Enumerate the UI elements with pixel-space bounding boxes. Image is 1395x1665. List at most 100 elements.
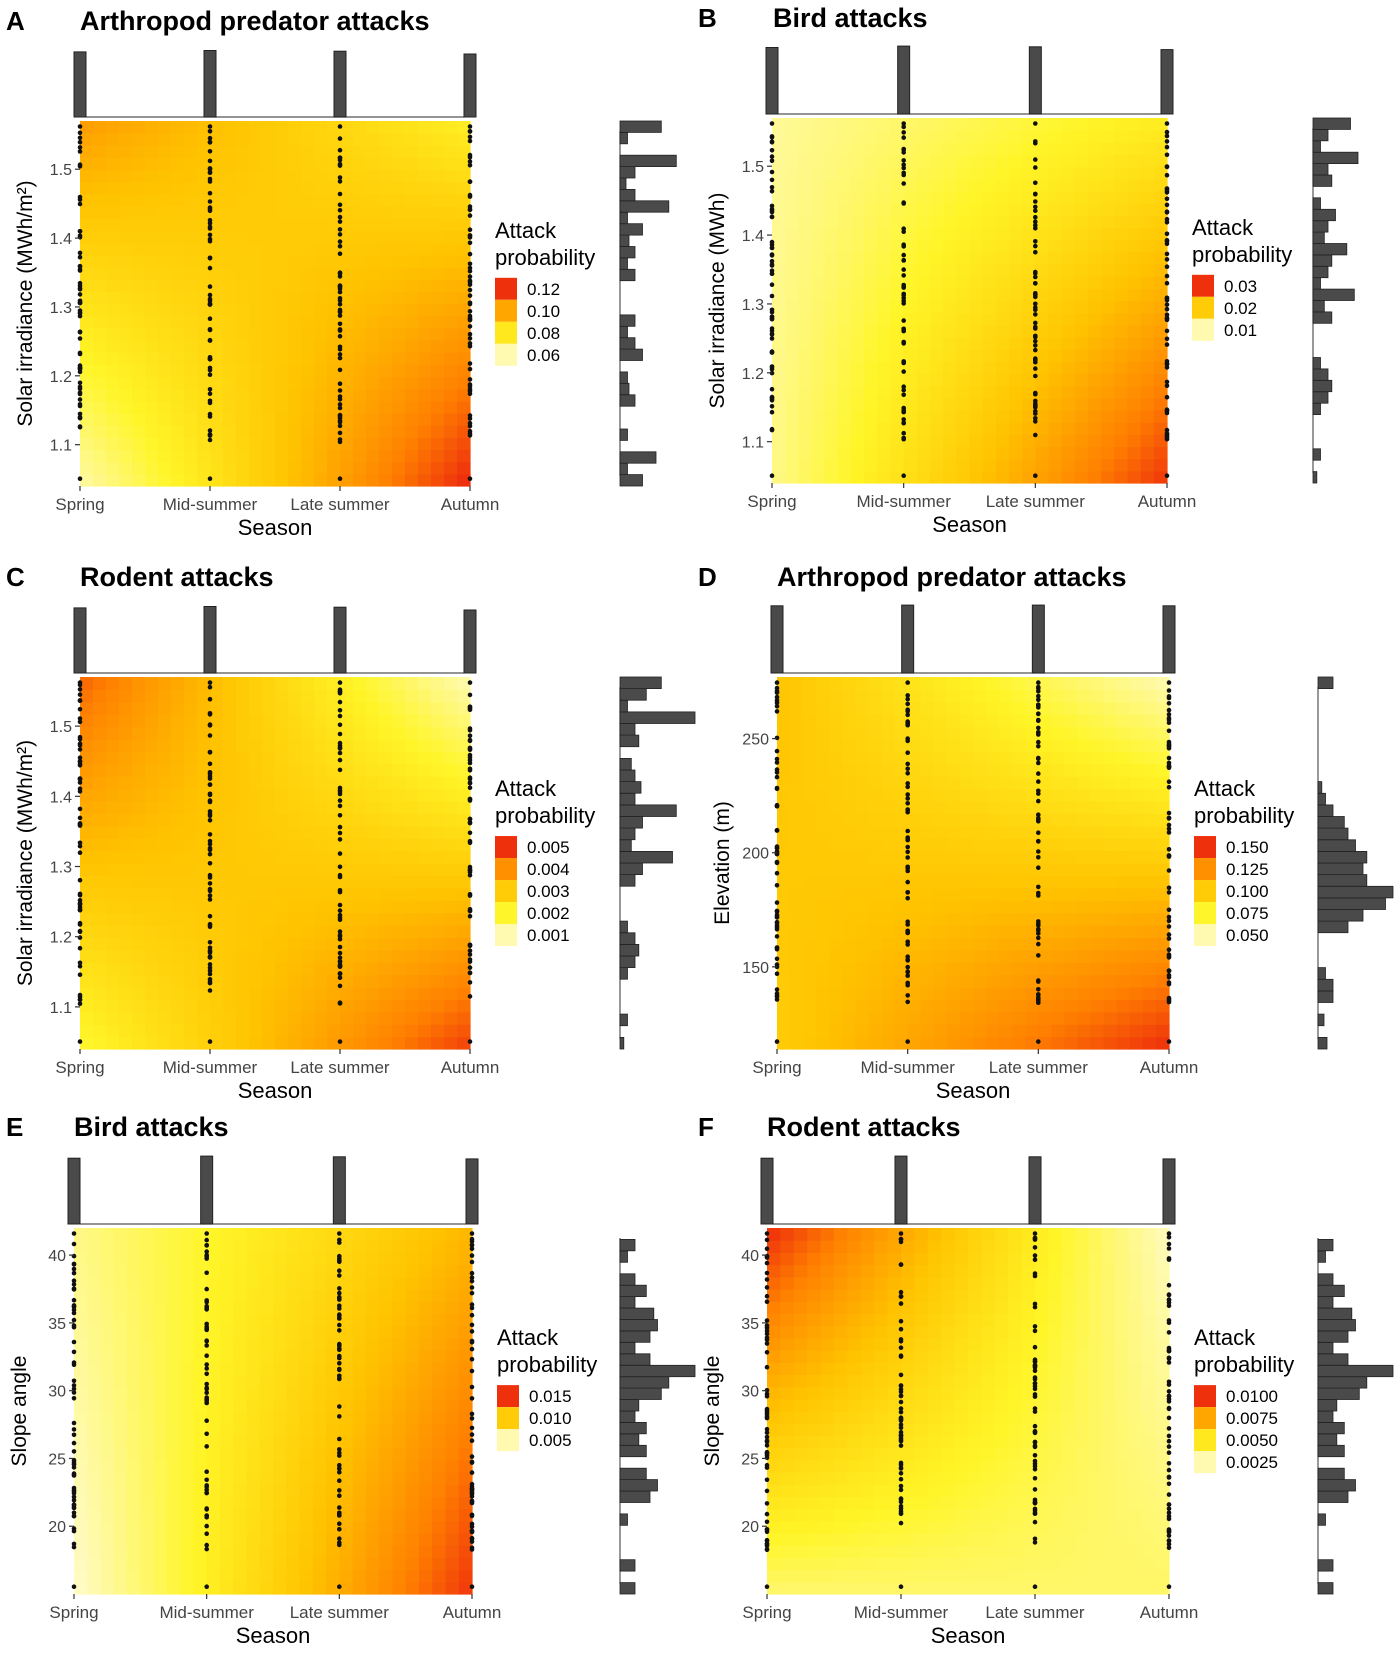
heatmap-cell [1116, 887, 1131, 901]
heatmap-cell [907, 875, 922, 889]
heatmap-cell [236, 242, 250, 256]
heatmap-cell [171, 327, 185, 341]
heatmap-cell [999, 1011, 1013, 1025]
heatmap-cell [340, 875, 354, 889]
heatmap-cell [340, 937, 354, 951]
data-point [905, 973, 910, 978]
heatmap-cell [995, 191, 1010, 204]
heatmap-cell [74, 1325, 88, 1339]
heatmap-cell [1035, 337, 1050, 350]
heatmap-cell [127, 1435, 141, 1449]
heatmap-cell [353, 925, 367, 938]
data-point [77, 692, 83, 697]
heatmap-cell [894, 751, 909, 765]
data-point [207, 356, 213, 362]
heatmap-cell [1025, 689, 1039, 703]
heatmap-cell [995, 410, 1010, 423]
heatmap-cell [100, 1508, 115, 1522]
heatmap-cell [1140, 410, 1155, 423]
heatmap-cell [223, 801, 237, 814]
heatmap-cell [223, 157, 237, 171]
heatmap-cell [353, 1024, 367, 1038]
heatmap-cell [1101, 324, 1115, 338]
heatmap-cell [969, 397, 984, 411]
heatmap-cell [457, 677, 471, 690]
heatmap-cell [262, 1036, 276, 1050]
heatmap-cell [418, 376, 432, 390]
heatmap-cell [223, 875, 237, 889]
heatmap-cell [986, 900, 1000, 914]
heatmap-cell [930, 361, 944, 375]
heatmap-cell [262, 801, 276, 814]
heatmap-cell [158, 413, 172, 426]
heatmap-cell [1114, 178, 1129, 192]
heatmap-cell [392, 850, 406, 864]
heatmap-cell [119, 850, 133, 864]
heatmap-cell [197, 303, 211, 317]
heatmap-cell [223, 364, 237, 378]
data-point [1033, 473, 1038, 479]
heatmap-cell [366, 303, 380, 317]
heatmap-cell [119, 473, 133, 487]
heatmap-cell [930, 239, 944, 253]
data-point [901, 150, 906, 155]
heatmap-cell [457, 461, 471, 475]
panel-letter: D [698, 562, 717, 592]
heatmap-cell [158, 850, 172, 864]
heatmap-cell [1022, 446, 1036, 460]
heatmap-cell [790, 962, 804, 976]
heatmap-cell [132, 181, 146, 195]
heatmap-cell [1025, 925, 1039, 938]
data-point [769, 271, 775, 277]
heatmap-cell [969, 154, 984, 168]
heatmap-cell [777, 912, 791, 926]
data-point [467, 383, 473, 389]
heatmap-cell [93, 388, 107, 402]
data-point [1164, 336, 1170, 342]
heatmap-cell [999, 900, 1013, 914]
heatmap-cell [785, 203, 799, 216]
heatmap-cell [995, 446, 1010, 460]
data-point [77, 843, 83, 849]
heatmap-cell [785, 397, 799, 411]
heatmap-cell [1116, 1036, 1131, 1050]
data-point [1033, 312, 1038, 317]
data-point [337, 983, 343, 989]
data-point [467, 227, 473, 232]
heatmap-cell [113, 1325, 128, 1339]
heatmap-cell [210, 962, 224, 976]
heatmap-cell [982, 337, 997, 350]
heatmap-cell [1116, 875, 1131, 889]
heatmap-cell [1101, 434, 1115, 448]
data-point [77, 397, 83, 402]
heatmap-cell [1064, 999, 1079, 1013]
heatmap-cell [223, 763, 237, 777]
heatmap-cell [811, 324, 826, 338]
heatmap-cell [275, 925, 289, 938]
heatmap-cell [1155, 788, 1170, 802]
heatmap-cell [444, 1011, 458, 1025]
heatmap-cell [275, 937, 289, 951]
heatmap-cell [210, 279, 224, 292]
heatmap-cell [933, 974, 948, 988]
heatmap-cell [236, 1036, 250, 1050]
heatmap-cell [777, 825, 791, 839]
data-point [774, 971, 780, 976]
heatmap-cell [314, 145, 328, 159]
heatmap-cell [197, 388, 211, 402]
heatmap-cell [171, 425, 185, 438]
heatmap-cell [959, 726, 974, 740]
heatmap-cell [969, 178, 984, 192]
heatmap-cell [184, 376, 198, 390]
heatmap-cell [119, 751, 133, 765]
heatmap-cell [855, 987, 870, 1000]
heatmap-cell [811, 312, 826, 326]
heatmap-cell [223, 949, 237, 963]
heatmap-cell [837, 166, 852, 180]
heatmap-cell [1090, 776, 1105, 790]
heatmap-cell [353, 267, 367, 280]
data-point [1033, 204, 1038, 210]
heatmap-cell [119, 962, 133, 976]
heatmap-cell [74, 1289, 88, 1302]
heatmap-cell [851, 434, 865, 448]
